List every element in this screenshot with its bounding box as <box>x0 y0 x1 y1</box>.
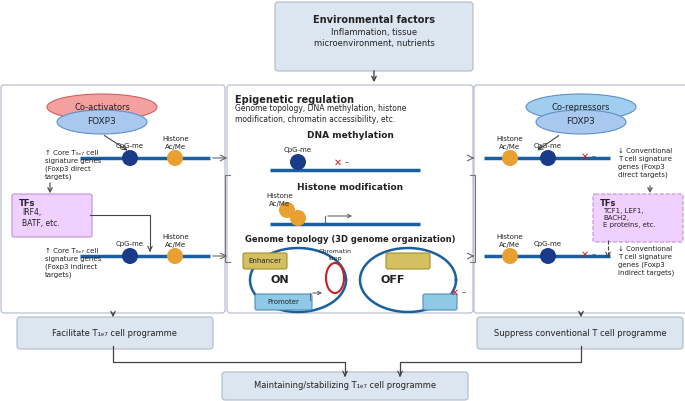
Text: CpG-me: CpG-me <box>284 147 312 153</box>
Text: FOXP3: FOXP3 <box>88 117 116 126</box>
Text: ↓ Conventional
T cell signature
genes (Foxp3
indirect targets): ↓ Conventional T cell signature genes (F… <box>618 246 674 276</box>
Text: Suppress conventional T cell programme: Suppress conventional T cell programme <box>494 328 667 338</box>
Text: Co-repressors: Co-repressors <box>551 103 610 111</box>
Circle shape <box>279 202 295 218</box>
Text: Genome topology (3D genome organization): Genome topology (3D genome organization) <box>245 235 456 245</box>
FancyBboxPatch shape <box>222 372 468 400</box>
Text: ↑ Core T₀ₑ₇ cell
signature genes
(Foxp3 indirect
targets): ↑ Core T₀ₑ₇ cell signature genes (Foxp3 … <box>45 248 101 278</box>
Text: –: – <box>345 158 349 168</box>
Text: TFs: TFs <box>600 198 616 207</box>
Ellipse shape <box>57 110 147 134</box>
Text: ✕: ✕ <box>581 152 589 162</box>
FancyBboxPatch shape <box>423 294 457 310</box>
FancyBboxPatch shape <box>17 317 213 349</box>
Text: –: – <box>592 251 596 259</box>
FancyBboxPatch shape <box>243 253 287 269</box>
Text: OFF: OFF <box>381 275 406 285</box>
FancyBboxPatch shape <box>474 85 685 313</box>
Circle shape <box>540 150 556 166</box>
FancyBboxPatch shape <box>477 317 683 349</box>
Text: Histone
Ac/Me: Histone Ac/Me <box>497 234 523 248</box>
Circle shape <box>122 248 138 264</box>
Ellipse shape <box>536 110 626 134</box>
Text: –: – <box>592 152 596 162</box>
Text: CpG-me: CpG-me <box>534 143 562 149</box>
Text: TCF1, LEF1,
BACH2,
E proteins, etc.: TCF1, LEF1, BACH2, E proteins, etc. <box>603 207 656 229</box>
Text: Epigenetic regulation: Epigenetic regulation <box>235 95 354 105</box>
Text: Genome topology, DNA methylation, histone
modification, chromatin accessibility,: Genome topology, DNA methylation, histon… <box>235 103 406 124</box>
Text: Histone
Ac/Me: Histone Ac/Me <box>266 193 293 207</box>
Circle shape <box>167 150 183 166</box>
FancyBboxPatch shape <box>255 294 312 310</box>
Text: –: – <box>462 288 466 298</box>
Ellipse shape <box>526 94 636 120</box>
Circle shape <box>502 248 518 264</box>
Circle shape <box>540 248 556 264</box>
FancyBboxPatch shape <box>593 194 683 242</box>
FancyBboxPatch shape <box>275 2 473 71</box>
Text: CpG-me: CpG-me <box>116 241 144 247</box>
Circle shape <box>122 150 138 166</box>
Text: ON: ON <box>271 275 289 285</box>
Text: TFs: TFs <box>19 198 36 207</box>
Text: Promoter: Promoter <box>267 299 299 305</box>
Text: Maintaining/stabilizing T₁ₑ₇ cell programme: Maintaining/stabilizing T₁ₑ₇ cell progra… <box>254 381 436 391</box>
Text: ↓ Conventional
T cell signature
genes (Foxp3
direct targets): ↓ Conventional T cell signature genes (F… <box>618 148 672 178</box>
Text: IRF4,
BATF, etc.: IRF4, BATF, etc. <box>22 208 60 228</box>
Circle shape <box>167 248 183 264</box>
Text: Enhancer: Enhancer <box>249 258 282 264</box>
FancyBboxPatch shape <box>1 85 225 313</box>
Text: Environmental factors: Environmental factors <box>313 15 435 25</box>
Text: Co-activators: Co-activators <box>74 103 130 111</box>
Ellipse shape <box>47 94 157 120</box>
Text: FOXP3: FOXP3 <box>566 117 595 126</box>
Text: CpG-me: CpG-me <box>534 241 562 247</box>
Circle shape <box>290 210 306 226</box>
Text: Chromatin
loop: Chromatin loop <box>319 249 351 261</box>
FancyBboxPatch shape <box>386 253 430 269</box>
Text: Histone modification: Histone modification <box>297 182 403 192</box>
Text: CpG-me: CpG-me <box>116 143 144 149</box>
Text: Histone
Ac/Me: Histone Ac/Me <box>162 136 189 150</box>
Text: ↑ Core T₀ₑ₇ cell
signature genes
(Foxp3 direct
targets): ↑ Core T₀ₑ₇ cell signature genes (Foxp3 … <box>45 150 101 180</box>
Text: Histone
Ac/Me: Histone Ac/Me <box>162 234 189 248</box>
Text: DNA methylation: DNA methylation <box>307 130 393 140</box>
FancyBboxPatch shape <box>227 85 473 313</box>
Text: ✕: ✕ <box>334 158 342 168</box>
Text: ✕: ✕ <box>451 288 459 298</box>
Text: Inflammation, tissue
microenvironment, nutrients: Inflammation, tissue microenvironment, n… <box>314 28 434 49</box>
FancyBboxPatch shape <box>12 194 92 237</box>
Text: Facilitate T₁ₑ₇ cell programme: Facilitate T₁ₑ₇ cell programme <box>53 328 177 338</box>
Text: Histone
Ac/Me: Histone Ac/Me <box>497 136 523 150</box>
Text: ✕: ✕ <box>581 250 589 260</box>
Ellipse shape <box>326 263 344 293</box>
Circle shape <box>502 150 518 166</box>
Circle shape <box>290 154 306 170</box>
